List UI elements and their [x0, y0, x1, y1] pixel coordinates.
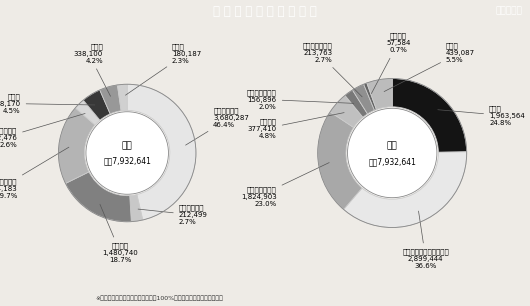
Wedge shape — [367, 79, 392, 110]
Wedge shape — [75, 100, 100, 125]
Wedge shape — [364, 83, 376, 110]
Wedge shape — [317, 112, 362, 210]
Circle shape — [348, 108, 437, 198]
Text: 総額7,932,641: 総額7,932,641 — [103, 157, 151, 166]
Wedge shape — [343, 152, 467, 227]
Text: その他
180,187
2.3%: その他 180,187 2.3% — [126, 43, 201, 95]
Text: 公務災害補償等
156,896
2.0%: 公務災害補償等 156,896 2.0% — [247, 89, 354, 110]
Text: 厚生関係積立準備積立金
2,899,444
36.6%: 厚生関係積立準備積立金 2,899,444 36.6% — [402, 211, 449, 269]
Text: 職員研修
377,410
4.8%: 職員研修 377,410 4.8% — [248, 113, 344, 140]
Circle shape — [86, 112, 169, 194]
Wedge shape — [118, 84, 127, 111]
Wedge shape — [130, 195, 143, 222]
Wedge shape — [83, 90, 110, 120]
Text: 一 般 会 計 歳 入 歳 出 予 算: 一 般 会 計 歳 入 歳 出 予 算 — [213, 5, 317, 17]
Wedge shape — [345, 90, 368, 117]
Text: 教育業務
57,584
0.7%: 教育業務 57,584 0.7% — [372, 32, 410, 94]
Text: 人事委員会運営
213,763
2.7%: 人事委員会運営 213,763 2.7% — [303, 42, 362, 97]
Text: 単位：千円: 単位：千円 — [495, 6, 522, 16]
Text: 基金繰入金
202,476
2.6%: 基金繰入金 202,476 2.6% — [0, 114, 85, 148]
Wedge shape — [100, 85, 121, 114]
Text: その他
439,087
5.5%: その他 439,087 5.5% — [384, 42, 475, 91]
Text: 繰用区分積金
3,680,287
46.4%: 繰用区分積金 3,680,287 46.4% — [186, 107, 249, 145]
Text: 給与費
1,963,564
24.8%: 給与費 1,963,564 24.8% — [438, 106, 525, 126]
Text: 保健業務収入
1,484,183
19.7%: 保健業務収入 1,484,183 19.7% — [0, 147, 69, 199]
Text: その他分積金
212,499
2.7%: その他分積金 212,499 2.7% — [138, 205, 208, 225]
Text: 繰越金
358,170
4.5%: 繰越金 358,170 4.5% — [0, 93, 95, 114]
Text: 都支出金
1,480,740
18.7%: 都支出金 1,480,740 18.7% — [100, 204, 138, 263]
Text: 路上生活者対策
1,824,903
23.0%: 路上生活者対策 1,824,903 23.0% — [241, 162, 329, 207]
Wedge shape — [392, 79, 467, 152]
Text: 総額7,932,641: 総額7,932,641 — [368, 158, 416, 166]
Text: 組合費
338,100
4.2%: 組合費 338,100 4.2% — [74, 43, 111, 96]
Wedge shape — [352, 84, 375, 114]
Wedge shape — [66, 172, 131, 222]
Wedge shape — [58, 108, 95, 183]
Text: ※構成は四捨五入の関係上、合計が100%にならない場合があります。: ※構成は四捨五入の関係上、合計が100%にならない場合があります。 — [95, 296, 223, 301]
Wedge shape — [330, 95, 363, 128]
Text: 歳出: 歳出 — [387, 141, 398, 150]
Wedge shape — [127, 84, 196, 220]
Text: 歳入: 歳入 — [122, 142, 132, 151]
